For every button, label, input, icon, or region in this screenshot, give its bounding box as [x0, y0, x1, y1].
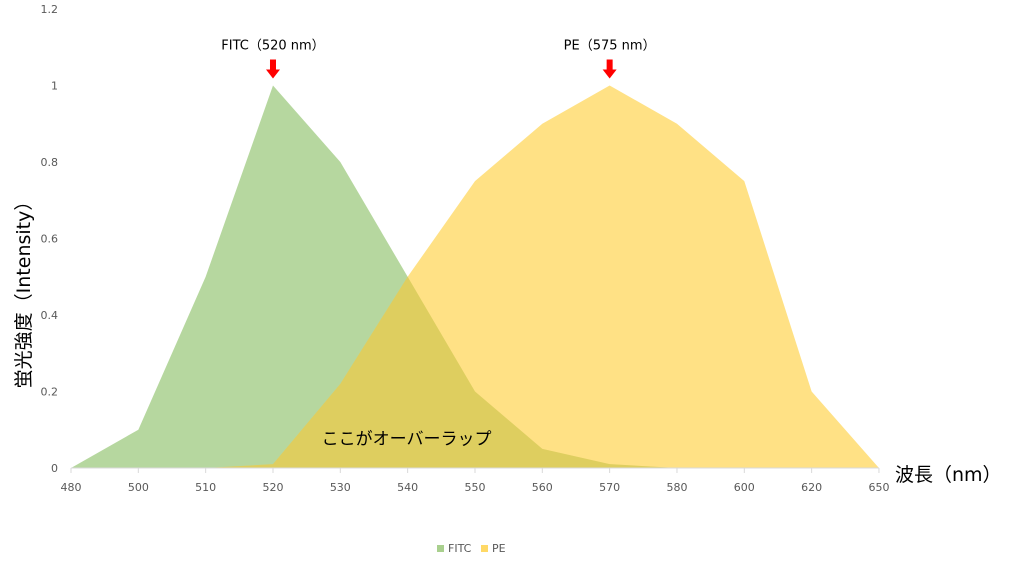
area-pe [71, 85, 879, 468]
x-tick-label: 580 [666, 481, 687, 494]
annotation-label: PE（575 nm） [564, 39, 656, 54]
y-tick-label: 0.6 [41, 233, 59, 246]
x-tick-label: 620 [801, 481, 822, 494]
y-tick-label: 0.8 [41, 156, 59, 169]
legend-swatch [437, 545, 444, 552]
x-tick-labels: 480 500 510 520 530 540 550 560 570 580 600 620 650 [61, 468, 889, 494]
y-tick-label: 1.2 [41, 3, 59, 16]
legend: FITC PE [437, 542, 506, 555]
peak-arrow-icon [606, 59, 613, 71]
annotation-label: FITC（520 nm） [221, 39, 324, 54]
x-tick-label: 570 [599, 481, 620, 494]
x-tick-label: 480 [61, 481, 82, 494]
x-tick-label: 520 [262, 481, 283, 494]
legend-label: FITC [448, 542, 472, 555]
y-tick-label: 0.2 [41, 386, 59, 399]
x-axis-title: 波長（nm） [895, 464, 1002, 486]
x-tick-label: 510 [195, 481, 216, 494]
x-tick-label: 500 [128, 481, 149, 494]
y-tick-label: 0.4 [41, 309, 59, 322]
peak-arrow-icon [269, 59, 276, 71]
overlap-region [71, 276, 879, 468]
area-fitc [71, 85, 879, 468]
x-tick-label: 530 [330, 481, 351, 494]
peak-arrowhead-icon [265, 69, 280, 79]
x-tick-label: 550 [464, 481, 485, 494]
overlap-area [71, 276, 879, 468]
x-tick-label: 650 [868, 481, 889, 494]
annotations: FITC（520 nm） PE（575 nm） ここがオーバーラップ [221, 39, 655, 450]
x-tick-label: 560 [532, 481, 553, 494]
peak-arrowhead-icon [602, 69, 617, 79]
y-axis-title: 蛍光強度（Intensity） [13, 192, 35, 389]
legend-swatch [481, 545, 488, 552]
legend-label: PE [492, 542, 506, 555]
series-areas [71, 85, 879, 468]
x-tick-label: 600 [734, 481, 755, 494]
y-tick-label: 0 [51, 462, 58, 475]
y-tick-label: 1 [51, 80, 58, 93]
y-tick-labels: 0 0.2 0.4 0.6 0.8 1 1.2 [41, 3, 59, 475]
x-tick-label: 540 [397, 481, 418, 494]
overlap-annotation: ここがオーバーラップ [322, 429, 492, 449]
